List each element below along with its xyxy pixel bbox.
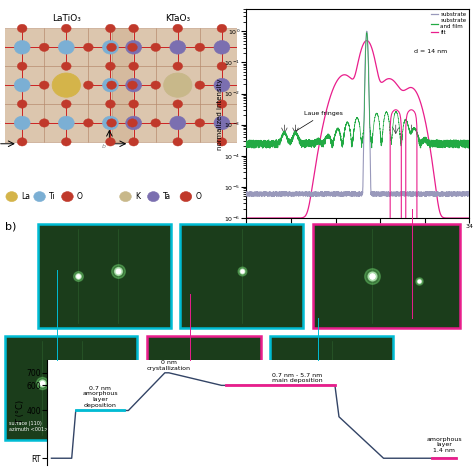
Circle shape — [83, 119, 93, 127]
Circle shape — [239, 81, 249, 89]
Polygon shape — [155, 104, 200, 142]
Bar — [313, 224, 460, 328]
Circle shape — [106, 100, 115, 108]
Circle shape — [129, 24, 138, 33]
Bar — [270, 336, 393, 440]
Circle shape — [214, 78, 230, 92]
Polygon shape — [200, 28, 244, 66]
Text: O: O — [77, 192, 82, 201]
Text: surface (110)
azimuth <001>: surface (110) azimuth <001> — [9, 421, 49, 432]
Text: KTaO₃: KTaO₃ — [165, 14, 191, 23]
Text: La: La — [21, 192, 30, 201]
Circle shape — [18, 62, 27, 70]
Circle shape — [107, 43, 117, 52]
Text: Ti: Ti — [49, 192, 55, 201]
Legend: substrate, substrate
and film, fit: substrate, substrate and film, fit — [431, 12, 466, 35]
Polygon shape — [200, 104, 244, 142]
Bar — [5, 336, 137, 440]
Text: amorphous
layer
1.4 nm: amorphous layer 1.4 nm — [427, 437, 462, 453]
Circle shape — [195, 119, 205, 127]
Circle shape — [107, 119, 117, 127]
Circle shape — [0, 43, 5, 52]
Text: a: a — [20, 141, 24, 146]
Polygon shape — [0, 28, 44, 66]
Circle shape — [173, 24, 182, 33]
Circle shape — [18, 100, 27, 108]
Polygon shape — [0, 104, 44, 142]
Circle shape — [120, 191, 131, 201]
Text: 0.7 nm - 5.7 nm
main deposition: 0.7 nm - 5.7 nm main deposition — [272, 373, 323, 383]
Polygon shape — [155, 66, 200, 104]
Circle shape — [62, 138, 71, 146]
Circle shape — [129, 138, 138, 146]
Circle shape — [217, 100, 227, 108]
Text: LaTiO₃: LaTiO₃ — [52, 14, 81, 23]
Circle shape — [173, 62, 182, 70]
Circle shape — [106, 24, 115, 33]
Circle shape — [34, 191, 46, 201]
Polygon shape — [88, 28, 132, 66]
Text: b: b — [102, 144, 106, 149]
Text: a: a — [131, 141, 135, 146]
Circle shape — [39, 43, 49, 52]
Circle shape — [14, 116, 30, 130]
Circle shape — [173, 100, 182, 108]
Polygon shape — [111, 104, 155, 142]
Text: b): b) — [5, 221, 16, 231]
Circle shape — [107, 81, 117, 89]
Circle shape — [128, 81, 137, 89]
Circle shape — [217, 24, 227, 33]
Circle shape — [195, 43, 205, 52]
Circle shape — [129, 62, 138, 70]
X-axis label: 2θ: 2θ — [353, 231, 363, 240]
Text: O: O — [195, 192, 201, 201]
Circle shape — [195, 81, 205, 89]
Circle shape — [83, 43, 93, 52]
Polygon shape — [111, 66, 155, 104]
Text: Ta: Ta — [163, 192, 171, 201]
Circle shape — [239, 119, 249, 127]
Text: Laue fringes: Laue fringes — [294, 111, 343, 132]
Circle shape — [170, 116, 186, 130]
Polygon shape — [44, 28, 88, 66]
Circle shape — [129, 100, 138, 108]
Circle shape — [0, 81, 5, 89]
Circle shape — [180, 191, 191, 201]
Circle shape — [62, 24, 71, 33]
Circle shape — [151, 119, 161, 127]
Circle shape — [102, 78, 118, 92]
Polygon shape — [88, 66, 132, 104]
Text: K: K — [135, 192, 140, 201]
Polygon shape — [88, 104, 132, 142]
Circle shape — [0, 119, 5, 127]
Circle shape — [14, 40, 30, 54]
Circle shape — [217, 138, 227, 146]
Circle shape — [58, 116, 74, 130]
Text: c: c — [108, 120, 111, 125]
Circle shape — [164, 73, 192, 97]
Circle shape — [39, 81, 49, 89]
Circle shape — [126, 40, 142, 54]
Circle shape — [173, 138, 182, 146]
Y-axis label: normalized intensity: normalized intensity — [217, 78, 223, 149]
Polygon shape — [44, 66, 88, 104]
Polygon shape — [200, 66, 244, 104]
Bar — [147, 336, 261, 440]
Text: 0 nm
crystallization: 0 nm crystallization — [147, 360, 191, 371]
Circle shape — [151, 43, 161, 52]
Circle shape — [214, 40, 230, 54]
Circle shape — [102, 40, 118, 54]
Circle shape — [126, 78, 142, 92]
Circle shape — [6, 191, 18, 201]
Circle shape — [18, 138, 27, 146]
Circle shape — [39, 119, 49, 127]
Circle shape — [170, 40, 186, 54]
Polygon shape — [111, 28, 155, 66]
Circle shape — [217, 62, 227, 70]
Polygon shape — [44, 104, 88, 142]
Circle shape — [214, 116, 230, 130]
Polygon shape — [155, 28, 200, 66]
Circle shape — [52, 73, 81, 97]
Circle shape — [147, 191, 159, 201]
Circle shape — [62, 62, 71, 70]
